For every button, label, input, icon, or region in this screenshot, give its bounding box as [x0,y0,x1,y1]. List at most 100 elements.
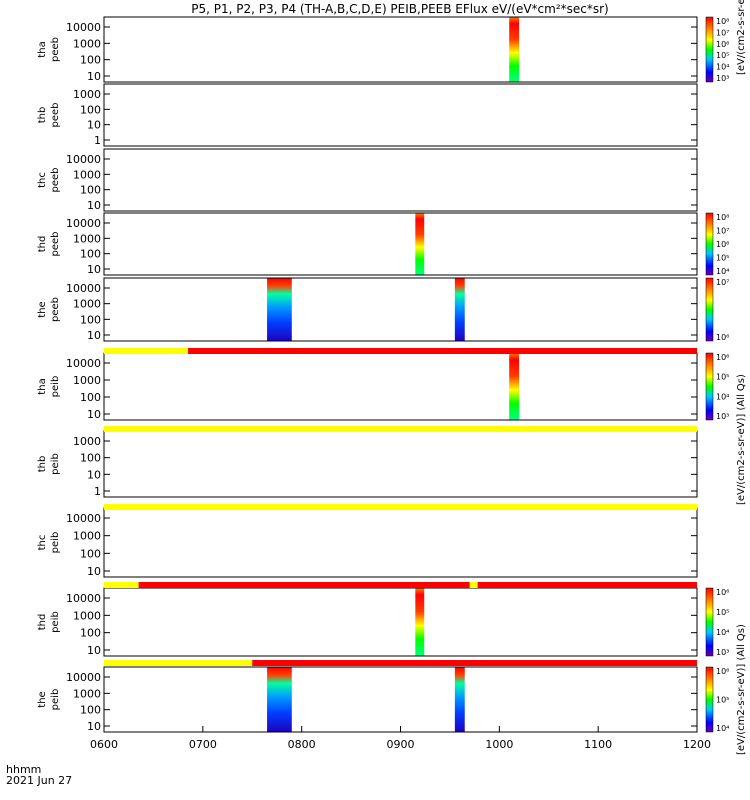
colorbar-tick-tha-peib-2: 10⁵ [716,373,729,382]
ytick-label-thc-peeb-2: 1000 [73,168,101,181]
panel-thd-peib: 10 100 1000 10000 thd peib 10³ 10⁴ 10⁵ 10⁶ [37,587,729,657]
colorbar-tick-tha-peeb-1: 10⁴ [716,63,729,72]
frame-the-peeb [103,277,698,342]
chart-title: P5, P1, P2, P3, P4 (TH-A,B,C,D,E) PEIB,P… [191,2,608,16]
colorbar-tick-the-peeb-1: 10⁷ [716,278,729,287]
ylabel-probe-thc-peeb: thc [37,172,48,188]
panel-tha-peeb: 10 100 1000 10000 tha peeb 10³ 10⁴ 10⁵ 10⁶ 10⁷ 10⁸ [… [37,0,747,83]
status-segment-3-3 [477,582,697,588]
ytick-label-thd-peib-3: 10000 [66,592,101,605]
ytick-label-tha-peib-3: 10000 [66,357,101,370]
colorbar-label-tha-peeb: [eV/(cm2-s-sr-eV)] (All Qs) [736,0,747,75]
colorbar-tick-tha-peeb-3: 10⁶ [716,40,729,49]
ytick-label-the-peeb-3: 10000 [66,282,101,295]
status-segment-3-1 [138,582,470,588]
colorbar-tick-tha-peib-1: 10⁴ [716,392,729,401]
ytick-label-thd-peeb-2: 1000 [73,232,101,245]
colorbar-the-peib [705,666,714,733]
ylabel-product-thb-peib: peib [50,453,61,475]
colorbar-tick-thd-peeb-2: 10⁶ [716,240,729,249]
status-segment-0-1 [188,348,697,354]
frame-thc-peeb [103,148,698,212]
colorbar-tick-tha-peeb-4: 10⁷ [716,28,729,37]
ytick-label-tha-peeb-1: 100 [80,54,101,67]
footer-label-hhmm: hhmm [6,763,41,776]
colorbar-tick-thd-peib-2: 10⁵ [716,608,729,617]
colorbar-thd-peib [705,587,714,657]
ylabel-probe-thb-peeb: thb [37,107,48,124]
xtick-label-2: 0800 [288,738,316,751]
panel-thc-peeb: 10 100 1000 10000 thc peeb [37,148,698,212]
colorbar-tick-the-peib-2: 10⁶ [716,667,729,676]
xtick-label-4: 1000 [485,738,513,751]
ylabel-probe-thb-peib: thb [37,456,48,473]
ytick-label-thb-peib-3: 1000 [73,435,101,448]
xtick-label-6: 1200 [683,738,711,751]
ytick-label-thc-peib-1: 100 [80,547,101,560]
ylabel-probe-tha-peeb: tha [37,41,48,57]
ytick-label-the-peeb-1: 100 [80,313,101,326]
frame-tha-peib [103,352,698,421]
colorbar-thd-peeb [705,212,714,276]
burst-the-peib-0 [267,667,292,732]
ylabel-probe-tha-peib: tha [37,378,48,394]
status-segment-1-0 [104,426,697,432]
ytick-label-thd-peib-2: 1000 [73,609,101,622]
colorbar-tick-thd-peeb-3: 10⁷ [716,227,729,236]
ytick-label-thb-peib-1: 10 [87,468,101,481]
ytick-label-thb-peeb-3: 1000 [73,88,101,101]
burst-the-peeb-0 [267,278,292,341]
frame-thd-peib [103,587,698,657]
ytick-label-thc-peeb-3: 10000 [66,153,101,166]
ylabel-probe-the-peib: the [37,691,48,707]
colorbar-tha-peib [705,352,714,421]
panel-thc-peib: 10 100 1000 10000 thc peib [37,507,698,578]
ytick-label-tha-peeb-0: 10 [87,70,101,83]
ytick-label-thd-peib-0: 10 [87,644,101,657]
status-bar-3 [104,582,697,588]
ylabel-product-tha-peeb: peeb [50,37,61,62]
xtick-label-5: 1100 [584,738,612,751]
colorbar-label-the-peib: [eV/(cm2-s-sr-eV)] (All Qs) [736,624,747,755]
ytick-label-the-peib-0: 10 [87,720,101,733]
ylabel-product-thc-peeb: peeb [50,168,61,193]
ytick-label-the-peeb-2: 1000 [73,298,101,311]
ylabel-product-the-peeb: peeb [50,297,61,322]
ylabel-probe-thd-peeb: thd [37,236,48,253]
ytick-label-thd-peib-1: 100 [80,627,101,640]
colorbar-tha-peeb [705,16,714,83]
ytick-label-thd-peeb-3: 10000 [66,217,101,230]
colorbar-tick-thd-peib-1: 10⁴ [716,628,729,637]
status-bar-1 [104,426,697,432]
ytick-label-thd-peeb-1: 100 [80,248,101,261]
ytick-label-thb-peeb-2: 100 [80,103,101,116]
colorbar-the-peeb [705,277,714,342]
ytick-label-tha-peeb-3: 10000 [66,21,101,34]
frame-thb-peeb [103,83,698,147]
panel-the-peib: 10 100 1000 10000 the peib 10⁴ 10⁵ 10⁶ [eV/(cm2-s… [37,624,747,755]
colorbar-tick-the-peib-1: 10⁵ [716,696,729,705]
status-segment-3-0 [104,582,139,588]
footer-label-date: 2021 Jun 27 [6,774,72,787]
ytick-label-thc-peeb-1: 100 [80,184,101,197]
colorbar-tick-tha-peib-0: 10³ [716,412,729,421]
ytick-label-tha-peib-0: 10 [87,408,101,421]
status-bar-4 [104,660,697,666]
ytick-label-thb-peib-0: 1 [94,485,101,498]
frame-thb-peib [103,430,698,498]
colorbar-tick-thd-peeb-4: 10⁸ [716,213,729,222]
colorbar-tick-tha-peeb-2: 10⁵ [716,51,729,60]
frame-the-peib [103,666,698,733]
ytick-label-thc-peeb-0: 10 [87,199,101,212]
frame-thd-peeb [103,212,698,276]
ytick-label-the-peib-1: 100 [80,704,101,717]
ytick-label-tha-peib-2: 1000 [73,374,101,387]
ylabel-product-tha-peib: peib [50,376,61,398]
panel-thb-peib: 1 10 100 1000 thb peib [37,430,698,498]
ylabel-probe-thd-peib: thd [37,614,48,631]
ytick-label-thc-peib-3: 10000 [66,512,101,525]
xtick-label-3: 0900 [387,738,415,751]
ylabel-probe-thc-peib: thc [37,535,48,551]
colorbar-tick-tha-peeb-0: 10³ [716,74,729,83]
